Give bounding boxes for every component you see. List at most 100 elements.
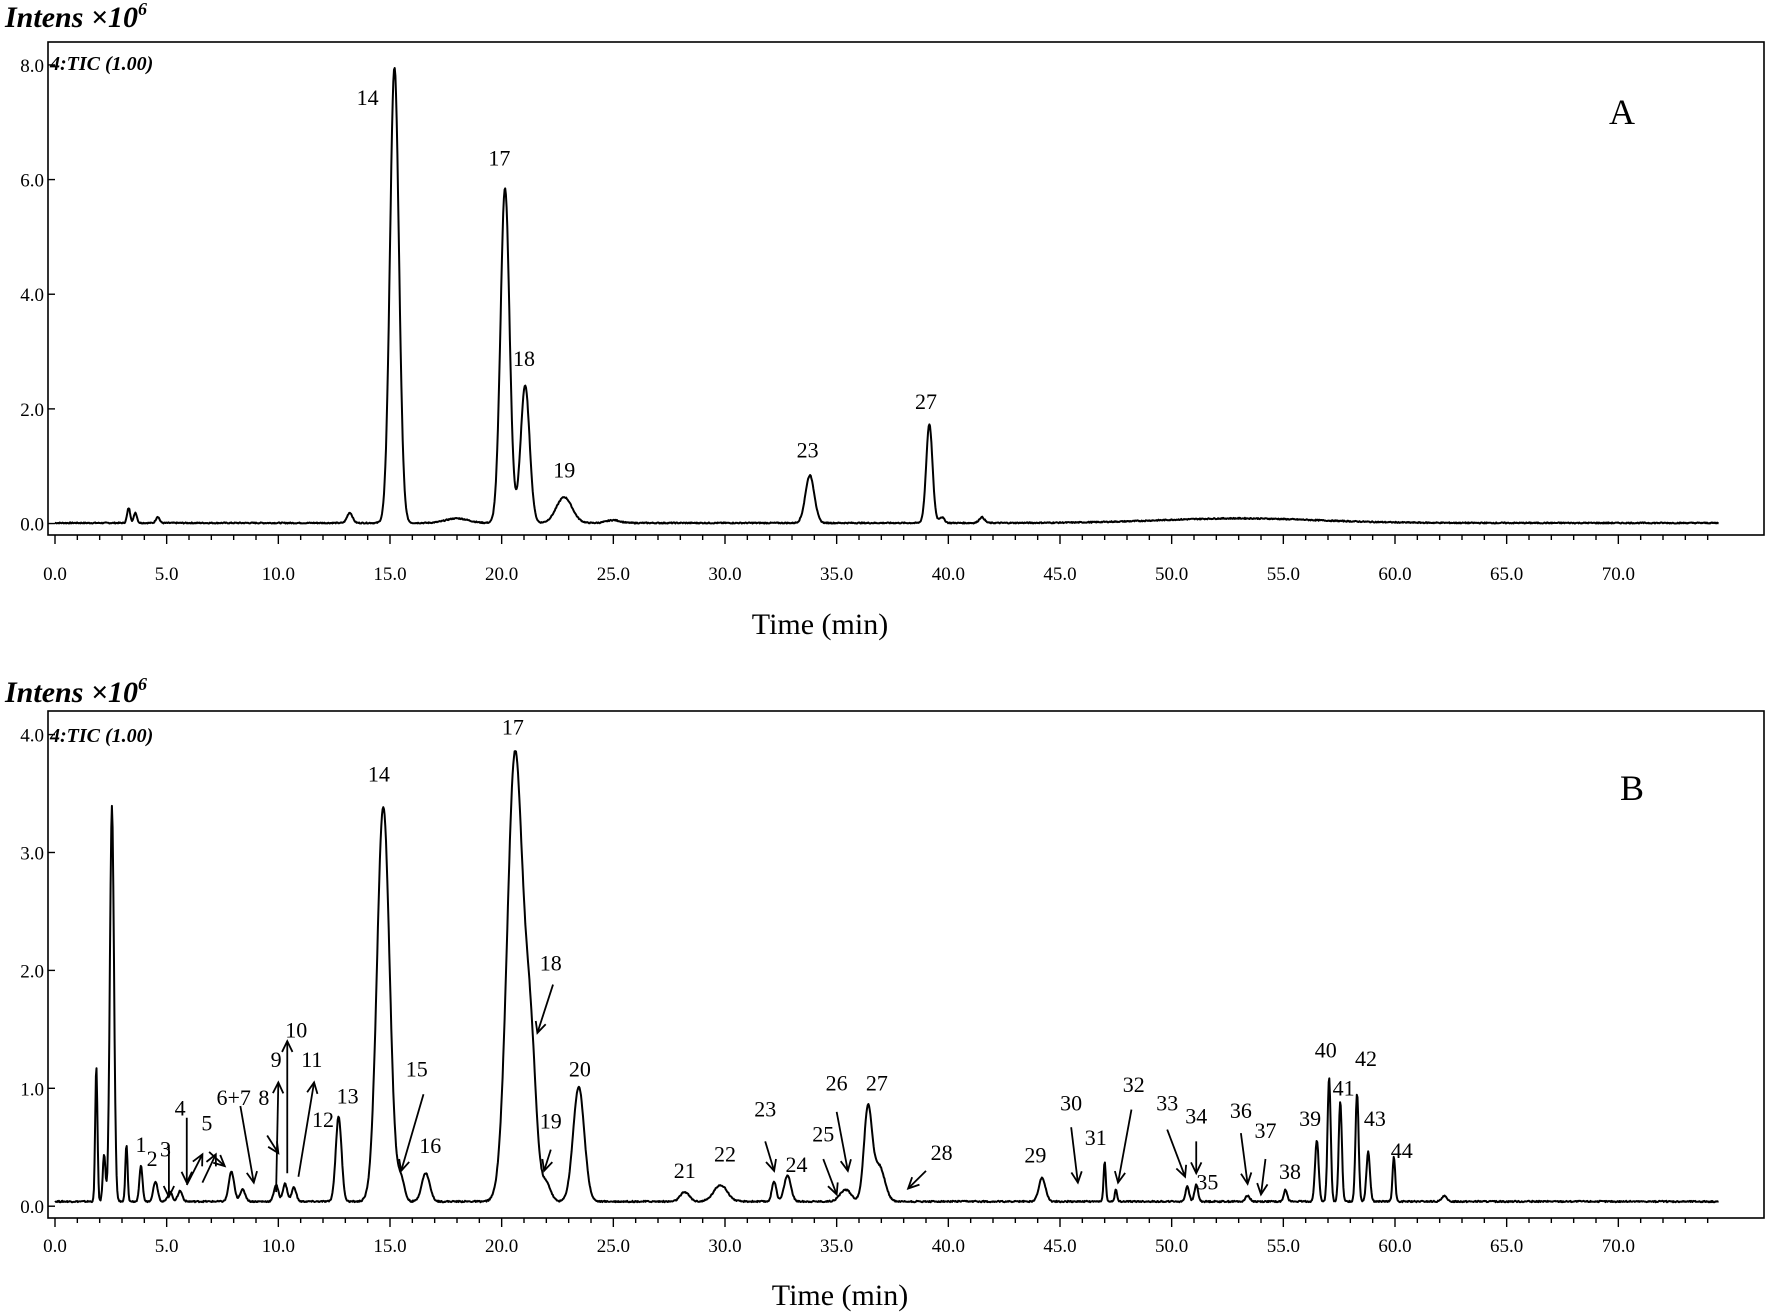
peak-arrow-head bbox=[765, 1158, 777, 1173]
peak-label: 9 bbox=[271, 1047, 282, 1072]
peak-label: 33 bbox=[1156, 1091, 1178, 1116]
peak-arrow-shaft bbox=[201, 1153, 217, 1184]
panel-letter-b: B bbox=[1620, 768, 1644, 808]
peak-label: 25 bbox=[812, 1121, 834, 1146]
x-tick-label: 10.0 bbox=[262, 1236, 295, 1257]
peak-arrow-head bbox=[205, 1152, 217, 1167]
x-tick-label: 35.0 bbox=[820, 564, 853, 585]
peak-label: 17 bbox=[502, 715, 524, 740]
peak-label: 30 bbox=[1060, 1091, 1082, 1116]
x-tick-label: 65.0 bbox=[1490, 564, 1523, 585]
y-tick-label: 2.0 bbox=[20, 400, 44, 421]
peak-label: 43 bbox=[1364, 1106, 1386, 1131]
y-tick-label: 8.0 bbox=[20, 56, 44, 77]
y-tick-label: 1.0 bbox=[20, 1079, 44, 1100]
x-tick-label: 15.0 bbox=[373, 564, 406, 585]
peak-label: 14 bbox=[368, 762, 390, 787]
x-axis-a: 0.0 5.0 10.0 15.0 20.0 25.0 30.0 35.0 40.0 45.0 50… bbox=[43, 535, 1709, 585]
peak-label: 3 bbox=[160, 1137, 171, 1162]
y-tick-label: 4.0 bbox=[20, 726, 44, 747]
y-axis-a: 0.0 2.0 4.0 6.0 8.0 bbox=[20, 56, 55, 536]
peak-label: 18 bbox=[540, 950, 562, 975]
peak-label: 28 bbox=[931, 1140, 953, 1165]
x-tick-label: 25.0 bbox=[597, 564, 630, 585]
peak-label: 6+7 bbox=[216, 1085, 250, 1110]
peak-arrow-shaft bbox=[835, 1111, 849, 1172]
plot-frame-b bbox=[47, 710, 1765, 1219]
peak-label: 14 bbox=[357, 85, 379, 110]
peak-arrow-head bbox=[281, 1039, 294, 1053]
x-tick-label: 40.0 bbox=[932, 1236, 965, 1257]
peak-arrow-shaft bbox=[208, 1151, 226, 1167]
peak-label: 15 bbox=[406, 1057, 428, 1082]
peak-label: 17 bbox=[488, 145, 510, 170]
x-tick-label: 60.0 bbox=[1378, 564, 1411, 585]
x-tick-label: 25.0 bbox=[597, 1236, 630, 1257]
peak-arrow-head bbox=[1175, 1164, 1188, 1179]
peak-arrow-head bbox=[1114, 1170, 1126, 1185]
peak-label: 22 bbox=[714, 1141, 736, 1166]
peak-label: 8 bbox=[258, 1085, 269, 1110]
x-tick-label: 70.0 bbox=[1602, 564, 1635, 585]
y-tick-label: 0.0 bbox=[20, 515, 44, 536]
peak-label: 39 bbox=[1299, 1106, 1321, 1131]
peak-label: 18 bbox=[513, 346, 535, 371]
peak-arrow-head bbox=[541, 1158, 553, 1173]
tic-trace-a bbox=[54, 67, 1719, 525]
peak-arrow-head bbox=[180, 1171, 193, 1185]
peak-arrow-shaft bbox=[1117, 1109, 1133, 1183]
x-tick-label: 60.0 bbox=[1378, 1236, 1411, 1257]
peak-arrow-shaft bbox=[185, 1153, 204, 1186]
peak-arrow-shaft bbox=[822, 1158, 838, 1195]
peak-label: 1 bbox=[135, 1132, 146, 1157]
peak-label: 12 bbox=[312, 1107, 334, 1132]
y-tick-label: 3.0 bbox=[20, 843, 44, 864]
y-axis-b: 0.0 1.0 2.0 3.0 4.0 bbox=[20, 726, 55, 1218]
peak-arrow-head bbox=[839, 1159, 852, 1173]
peak-label: 35 bbox=[1196, 1170, 1218, 1195]
peak-label: 31 bbox=[1085, 1125, 1107, 1150]
peak-arrow-head bbox=[162, 1185, 175, 1199]
peak-arrow-shaft bbox=[275, 1082, 280, 1193]
peak-label: 32 bbox=[1123, 1072, 1145, 1097]
peak-arrow-head bbox=[827, 1182, 839, 1197]
peak-arrow-head bbox=[534, 1020, 547, 1035]
x-tick-label: 35.0 bbox=[820, 1236, 853, 1257]
peak-arrow-head bbox=[398, 1158, 410, 1173]
panel-a: Intens ×106 4:TIC (1.00) A 0.0 2.0 4.0 6.0 8… bbox=[4, 0, 1765, 641]
x-tick-label: 40.0 bbox=[932, 564, 965, 585]
x-tick-label: 50.0 bbox=[1155, 564, 1188, 585]
peak-label: 36 bbox=[1230, 1098, 1252, 1123]
y-axis-label-a: Intens ×106 bbox=[4, 0, 147, 34]
peak-label: 29 bbox=[1024, 1143, 1046, 1168]
peak-label: 38 bbox=[1279, 1159, 1301, 1184]
x-axis-b: 0.0 5.0 10.0 15.0 20.0 25.0 30.0 35.0 40.0 45.0 50… bbox=[43, 1218, 1709, 1257]
peak-arrow-head bbox=[1070, 1170, 1083, 1185]
y-tick-label: 2.0 bbox=[20, 961, 44, 982]
tic-trace-b bbox=[54, 750, 1719, 1204]
peak-arrow-shaft bbox=[239, 1105, 255, 1183]
peak-label: 40 bbox=[1315, 1038, 1337, 1063]
x-tick-label: 30.0 bbox=[708, 1236, 741, 1257]
peak-label: 24 bbox=[785, 1152, 807, 1177]
peak-arrow-shaft bbox=[907, 1170, 927, 1190]
x-axis-label-b: Time (min) bbox=[772, 1279, 908, 1312]
x-tick-label: 70.0 bbox=[1602, 1236, 1635, 1257]
x-tick-label: 55.0 bbox=[1267, 564, 1300, 585]
x-tick-label: 0.0 bbox=[43, 1236, 67, 1257]
peak-arrow-head bbox=[1240, 1172, 1253, 1186]
peak-label: 11 bbox=[301, 1047, 322, 1072]
plot-frame-a bbox=[47, 41, 1765, 536]
peak-label: 34 bbox=[1185, 1104, 1207, 1129]
peak-label: 26 bbox=[826, 1071, 848, 1096]
peak-arrow-head bbox=[192, 1152, 204, 1167]
peak-label: 4 bbox=[175, 1095, 186, 1120]
peak-arrow-head bbox=[1256, 1182, 1269, 1197]
x-tick-label: 20.0 bbox=[485, 1236, 518, 1257]
x-tick-label: 55.0 bbox=[1267, 1236, 1300, 1257]
y-tick-label: 6.0 bbox=[20, 171, 44, 192]
x-axis-label-a: Time (min) bbox=[752, 608, 888, 641]
peak-arrow-shaft bbox=[543, 1149, 552, 1172]
peak-arrow-shaft bbox=[1070, 1127, 1079, 1183]
